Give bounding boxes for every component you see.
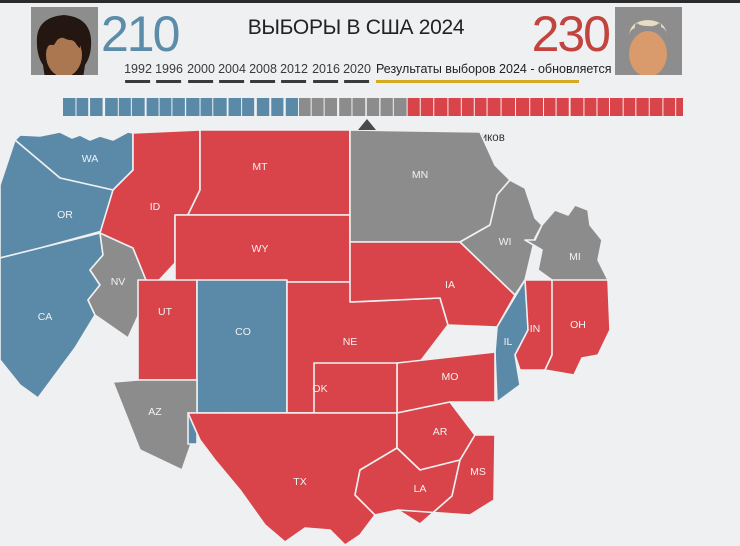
svg-text:MN: MN	[412, 169, 428, 181]
svg-text:MS: MS	[470, 466, 486, 478]
svg-text:AR: AR	[433, 426, 448, 438]
svg-text:IA: IA	[445, 279, 455, 291]
svg-text:WI: WI	[499, 236, 512, 248]
svg-text:IN: IN	[530, 323, 541, 335]
svg-text:NV: NV	[111, 276, 126, 288]
svg-text:MO: MO	[442, 371, 459, 383]
svg-text:LA: LA	[414, 483, 427, 495]
svg-text:WA: WA	[82, 153, 99, 165]
svg-text:CA: CA	[38, 311, 53, 323]
svg-text:AZ: AZ	[148, 406, 162, 418]
svg-text:UT: UT	[158, 306, 173, 318]
svg-text:TX: TX	[293, 476, 306, 488]
svg-text:MT: MT	[252, 161, 268, 173]
svg-text:NE: NE	[343, 336, 358, 348]
svg-text:OK: OK	[312, 383, 327, 395]
svg-text:ID: ID	[150, 201, 161, 213]
svg-text:OR: OR	[57, 209, 73, 221]
svg-text:IL: IL	[504, 336, 513, 348]
svg-text:OH: OH	[570, 319, 586, 331]
svg-text:MI: MI	[569, 251, 581, 263]
svg-text:WY: WY	[252, 243, 269, 255]
svg-text:CO: CO	[235, 326, 251, 338]
